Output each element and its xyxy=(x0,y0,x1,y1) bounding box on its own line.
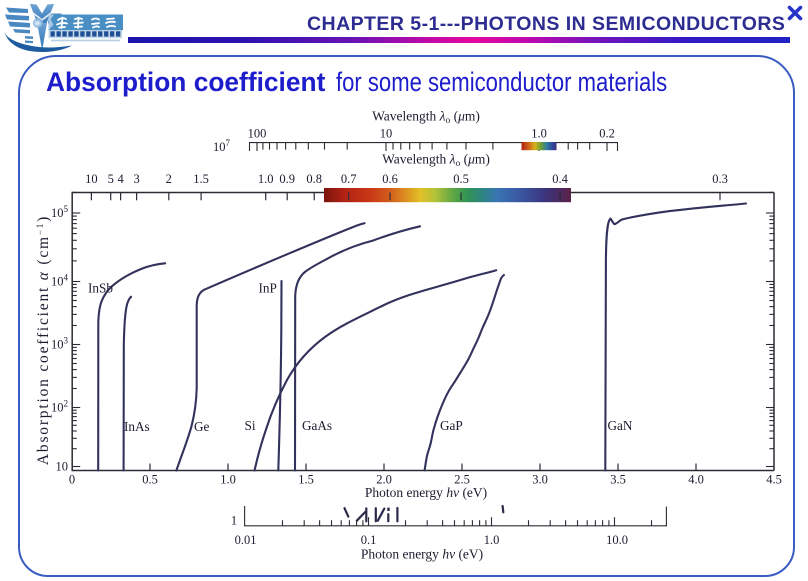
svg-text:4.5: 4.5 xyxy=(766,473,782,487)
svg-text:0.4: 0.4 xyxy=(552,172,568,186)
svg-text:100: 100 xyxy=(248,127,267,141)
svg-text:10: 10 xyxy=(56,460,69,474)
svg-text:Photon energy hν (eV): Photon energy hν (eV) xyxy=(365,485,487,500)
svg-text:Wavelength λo (μm): Wavelength λo (μm) xyxy=(372,109,480,127)
svg-text:0.5: 0.5 xyxy=(453,172,469,186)
svg-text:InSb: InSb xyxy=(88,281,113,296)
svg-text:0: 0 xyxy=(69,473,75,487)
svg-text:4: 4 xyxy=(117,172,124,186)
svg-text:0.1: 0.1 xyxy=(361,533,377,547)
svg-text:Photon energy hν (eV): Photon energy hν (eV) xyxy=(361,547,483,562)
svg-text:0.8: 0.8 xyxy=(306,172,322,186)
svg-text:3.5: 3.5 xyxy=(610,473,626,487)
svg-text:105: 105 xyxy=(51,204,69,220)
svg-text:Ge: Ge xyxy=(194,419,210,434)
svg-text:GaP: GaP xyxy=(440,418,463,433)
svg-text:2.0: 2.0 xyxy=(376,473,392,487)
svg-text:Absorption coefficient α (cm−1: Absorption coefficient α (cm−1) xyxy=(35,215,52,465)
svg-text:0.6: 0.6 xyxy=(382,172,398,186)
svg-text:2.5: 2.5 xyxy=(454,473,470,487)
svg-text:1: 1 xyxy=(231,514,237,528)
svg-text:1.0: 1.0 xyxy=(484,533,500,547)
svg-text:0.3: 0.3 xyxy=(712,172,728,186)
svg-text:104: 104 xyxy=(51,273,69,289)
svg-text:10: 10 xyxy=(380,127,393,141)
svg-text:1.5: 1.5 xyxy=(298,473,314,487)
svg-text:4.0: 4.0 xyxy=(688,473,704,487)
svg-text:0.5: 0.5 xyxy=(142,473,158,487)
svg-text:0.2: 0.2 xyxy=(599,127,615,141)
svg-text:0.7: 0.7 xyxy=(341,172,357,186)
svg-text:3: 3 xyxy=(133,172,139,186)
svg-text:1.5: 1.5 xyxy=(193,172,209,186)
svg-text:1.0: 1.0 xyxy=(531,127,547,141)
svg-text:107: 107 xyxy=(213,138,231,154)
svg-text:10.0: 10.0 xyxy=(606,533,628,547)
svg-text:0.01: 0.01 xyxy=(235,533,257,547)
svg-text:GaAs: GaAs xyxy=(302,418,332,433)
svg-text:0.9: 0.9 xyxy=(279,172,295,186)
svg-text:5: 5 xyxy=(108,172,114,186)
svg-text:1.0: 1.0 xyxy=(220,473,236,487)
svg-text:InP: InP xyxy=(259,281,277,296)
svg-text:10: 10 xyxy=(85,172,98,186)
svg-text:GaN: GaN xyxy=(608,418,633,433)
svg-text:Wavelength λo (μm): Wavelength λo (μm) xyxy=(382,152,490,170)
svg-text:Si: Si xyxy=(245,418,256,433)
svg-text:3.0: 3.0 xyxy=(532,473,548,487)
svg-text:102: 102 xyxy=(51,399,68,415)
svg-text:103: 103 xyxy=(51,336,69,352)
svg-text:2: 2 xyxy=(166,172,172,186)
svg-text:1.0: 1.0 xyxy=(258,172,274,186)
svg-text:InAs: InAs xyxy=(124,419,150,434)
